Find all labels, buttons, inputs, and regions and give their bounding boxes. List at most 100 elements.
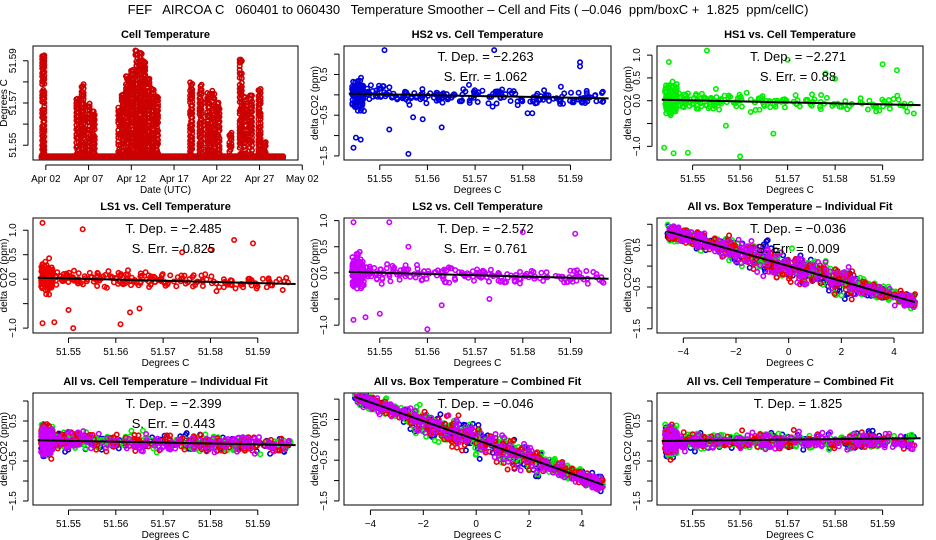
data-point	[567, 89, 574, 96]
data-point	[710, 105, 717, 112]
data-point	[803, 280, 810, 287]
panel-title: LS2 vs. Cell Temperature	[412, 201, 543, 213]
data-point	[379, 275, 386, 282]
data-point	[435, 97, 442, 104]
x-tick-label: 51.56	[103, 347, 128, 358]
x-tick-label: 51.58	[198, 347, 223, 358]
data-point	[127, 309, 134, 316]
data-point	[71, 267, 78, 274]
x-tick-label: 2	[839, 347, 845, 358]
data-point	[722, 239, 729, 246]
data-point	[684, 149, 691, 156]
data-point	[857, 289, 864, 296]
fit-annotation: S. Err. = 0.825	[132, 241, 215, 256]
data-point	[667, 112, 674, 119]
y-tick-label: 51.57	[8, 90, 19, 115]
plot-frame	[32, 217, 299, 334]
data-point	[511, 277, 518, 284]
fit-annotation: T. Dep. = −2.263	[437, 49, 533, 64]
data-point	[189, 154, 196, 160]
data-point	[377, 93, 384, 100]
data-point	[139, 427, 146, 434]
data-point	[885, 97, 892, 104]
plot-frame	[343, 217, 612, 334]
data-point	[891, 302, 898, 309]
data-point	[849, 268, 856, 275]
fit-line	[348, 270, 609, 280]
data-point	[358, 85, 365, 92]
data-point	[785, 266, 792, 273]
fit-annotation: T. Dep. = −2.572	[437, 221, 533, 236]
data-point	[118, 271, 125, 278]
panel-title: LS1 vs. Cell Temperature	[100, 201, 231, 213]
data-point	[276, 447, 283, 454]
y-axis-label: delta CO2 (ppm)	[310, 66, 321, 140]
plot-frame	[656, 45, 924, 161]
data-point	[760, 241, 767, 248]
data-point	[470, 88, 477, 95]
data-point	[360, 108, 367, 115]
data-point	[124, 271, 131, 278]
data-point	[788, 259, 795, 266]
data-point	[262, 149, 269, 156]
data-point	[199, 444, 206, 451]
data-point	[179, 249, 186, 256]
y-tick-label: 0.5	[632, 238, 643, 252]
data-point	[408, 95, 415, 102]
data-point	[378, 280, 385, 287]
data-point	[42, 282, 49, 289]
data-point	[716, 106, 723, 113]
data-point	[743, 89, 750, 96]
data-point	[466, 97, 473, 104]
data-point	[350, 219, 357, 226]
data-point	[754, 268, 761, 275]
data-point	[772, 252, 779, 259]
data-point	[238, 57, 245, 64]
x-tick-label: 51.57	[151, 347, 176, 358]
data-point	[541, 87, 548, 94]
y-tick-label: 0.5	[8, 414, 19, 428]
data-point	[779, 271, 786, 278]
data-point	[406, 101, 413, 108]
data-point	[721, 92, 728, 99]
data-point	[675, 224, 682, 231]
data-point	[465, 81, 472, 88]
data-point	[737, 153, 744, 160]
y-tick-label: −1.0	[632, 136, 643, 156]
y-tick-label: −1.0	[8, 318, 19, 338]
data-point	[744, 243, 751, 250]
data-point	[681, 237, 688, 244]
data-points	[38, 219, 291, 332]
data-point	[703, 47, 710, 54]
data-point	[357, 74, 364, 81]
x-tick-label: Apr 07	[74, 174, 104, 185]
x-tick-label: 51.55	[56, 519, 81, 530]
data-point	[470, 277, 477, 284]
data-point	[765, 268, 772, 275]
data-point	[886, 285, 893, 292]
data-point	[750, 260, 757, 267]
data-point	[138, 272, 145, 279]
data-point	[672, 92, 679, 99]
y-tick-label: 1.0	[319, 213, 330, 227]
y-tick-label: −0.5	[8, 451, 19, 471]
x-tick-label: 51.57	[151, 519, 176, 530]
x-tick-label: May 02	[286, 174, 319, 185]
data-point	[820, 279, 827, 286]
data-point	[54, 269, 61, 276]
x-axis-label: Degrees C	[142, 530, 190, 540]
data-point	[75, 270, 82, 277]
data-point	[663, 89, 670, 96]
y-tick-label: −1.5	[632, 319, 643, 339]
data-point	[688, 229, 695, 236]
y-axis-label: delta CO2 (ppm)	[623, 239, 634, 313]
data-point	[440, 276, 447, 283]
data-point	[479, 267, 486, 274]
data-point	[216, 135, 223, 142]
data-point	[199, 282, 206, 289]
data-point	[231, 237, 238, 244]
data-point	[249, 114, 256, 121]
data-point	[749, 246, 756, 253]
x-tick-label: 51.56	[415, 174, 440, 185]
data-point	[117, 321, 124, 328]
